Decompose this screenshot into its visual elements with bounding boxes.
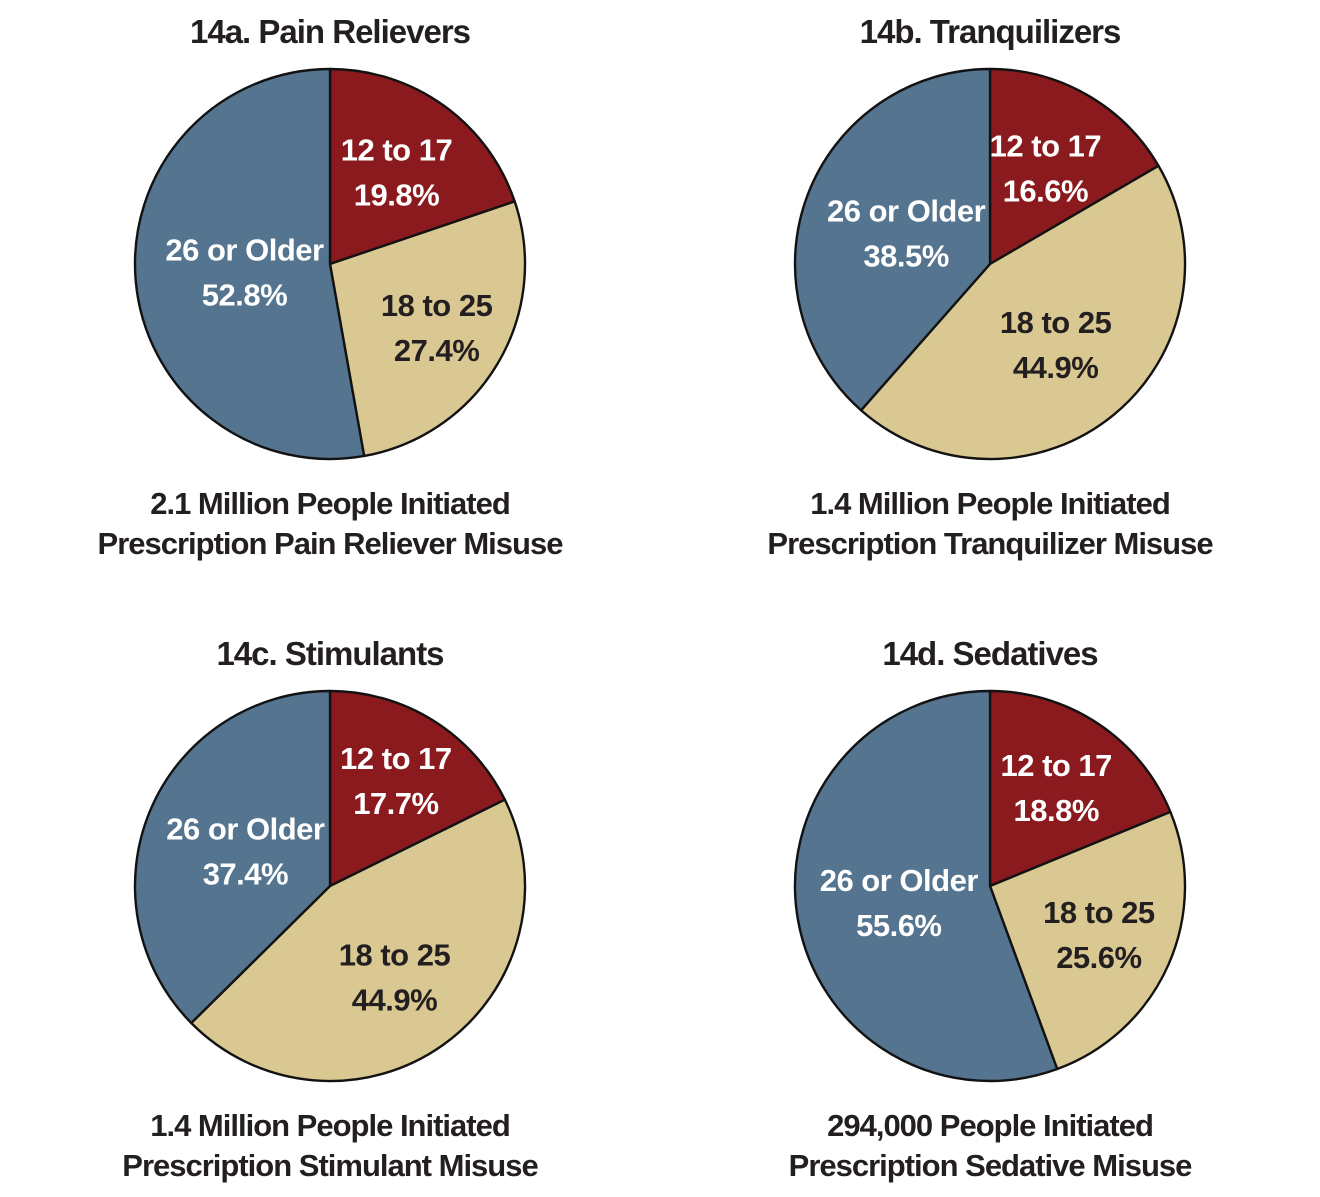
pie-14c: 12 to 17 17.7% 18 to 25 44.9% 26 or Older 37.…: [133, 689, 527, 1083]
pie-14d: 12 to 17 18.8% 18 to 25 25.6% 26 or Older 55.…: [793, 689, 1187, 1083]
slice-age-label: 12 to 17: [990, 129, 1101, 164]
pie-slice-12-to-17: [988, 67, 1160, 266]
pie-slice-26-or-older: [793, 67, 992, 412]
chart-14a-pain-relievers: 14a. Pain Relievers 12 to 17 19.8% 18 to 2…: [0, 0, 660, 564]
caption-line-1: 2.1 Million People Initiated: [150, 486, 511, 521]
slice-age-label: 26 or Older: [820, 863, 979, 898]
caption-line-2: Prescription Tranquilizer Misuse: [767, 526, 1213, 561]
slice-percent-value: 19.8%: [354, 177, 439, 212]
slice-age-label: 18 to 25: [381, 288, 493, 323]
slice-age-label: 12 to 17: [340, 741, 451, 776]
slice-percent-value: 44.9%: [352, 983, 437, 1018]
slice-age-label: 18 to 25: [339, 938, 451, 973]
caption-line-1: 1.4 Million People Initiated: [810, 486, 1171, 521]
caption-line-2: Prescription Sedative Misuse: [788, 1148, 1193, 1183]
slice-age-label: 12 to 17: [1000, 748, 1111, 783]
slice-age-label: 26 or Older: [827, 193, 986, 228]
caption-line-2: Prescription Pain Reliever Misuse: [97, 526, 564, 561]
slice-age-label: 26 or Older: [166, 812, 325, 847]
slice-age-label: 18 to 25: [1043, 895, 1155, 930]
chart-caption-14b: 1.4 Million People Initiated Prescription…: [660, 484, 1320, 564]
chart-title-14c: 14c. Stimulants: [216, 635, 444, 672]
pie-slice-26-or-older: [133, 67, 366, 461]
slice-percent-value: 18.8%: [1013, 793, 1098, 828]
pie-slice-12-to-17: [988, 689, 1172, 888]
pie-slice-26-or-older: [793, 689, 1059, 1083]
chart-caption-14d: 294,000 People Initiated Prescription Sed…: [660, 1106, 1320, 1186]
slice-percent-value: 44.9%: [1013, 350, 1098, 385]
chart-caption-14c: 1.4 Million People Initiated Prescription…: [0, 1106, 660, 1186]
chart-caption-14a: 2.1 Million People Initiated Prescription…: [0, 484, 660, 564]
pie-slice-18-to-25: [190, 798, 527, 1083]
pie-slice-18-to-25: [859, 164, 1187, 461]
chart-title-14d: 14d. Sedatives: [882, 635, 1098, 672]
caption-line-1: 1.4 Million People Initiated: [150, 1108, 511, 1143]
slice-percent-value: 17.7%: [353, 786, 438, 821]
chart-14c-stimulants: 14c. Stimulants 12 to 17 17.7% 18 to 25 44.…: [0, 610, 660, 1186]
slice-percent-value: 37.4%: [203, 857, 288, 892]
pie-slice-18-to-25: [988, 810, 1187, 1071]
caption-line-1: 294,000 People Initiated: [827, 1108, 1154, 1143]
slice-percent-value: 27.4%: [394, 333, 479, 368]
slice-percent-value: 25.6%: [1056, 940, 1141, 975]
slice-age-label: 26 or Older: [165, 233, 324, 268]
pie-slice-26-or-older: [133, 689, 332, 1025]
slice-percent-value: 38.5%: [863, 238, 948, 273]
pie-14b: 12 to 17 16.6% 18 to 25 44.9% 26 or Older 38.…: [793, 67, 1187, 461]
chart-title-14a: 14a. Pain Relievers: [189, 13, 471, 50]
chart-title-14b: 14b. Tranquilizers: [859, 13, 1122, 50]
slice-percent-value: 55.6%: [856, 908, 941, 943]
slice-age-label: 12 to 17: [341, 132, 452, 167]
slice-age-label: 18 to 25: [1000, 305, 1112, 340]
caption-line-2: Prescription Stimulant Misuse: [122, 1148, 538, 1183]
pie-14a: 12 to 17 19.8% 18 to 25 27.4% 26 or Older 52.…: [133, 67, 527, 461]
chart-14d-sedatives: 14d. Sedatives 12 to 17 18.8% 18 to 25 25.6…: [660, 610, 1320, 1186]
pie-slice-12-to-17: [328, 67, 516, 266]
pie-slice-18-to-25: [328, 200, 527, 458]
slice-percent-value: 52.8%: [202, 278, 287, 313]
chart-14b-tranquilizers: 14b. Tranquilizers 12 to 17 16.6% 18 to 25…: [660, 0, 1320, 564]
slice-percent-value: 16.6%: [1003, 174, 1088, 209]
pie-slice-12-to-17: [328, 689, 507, 888]
